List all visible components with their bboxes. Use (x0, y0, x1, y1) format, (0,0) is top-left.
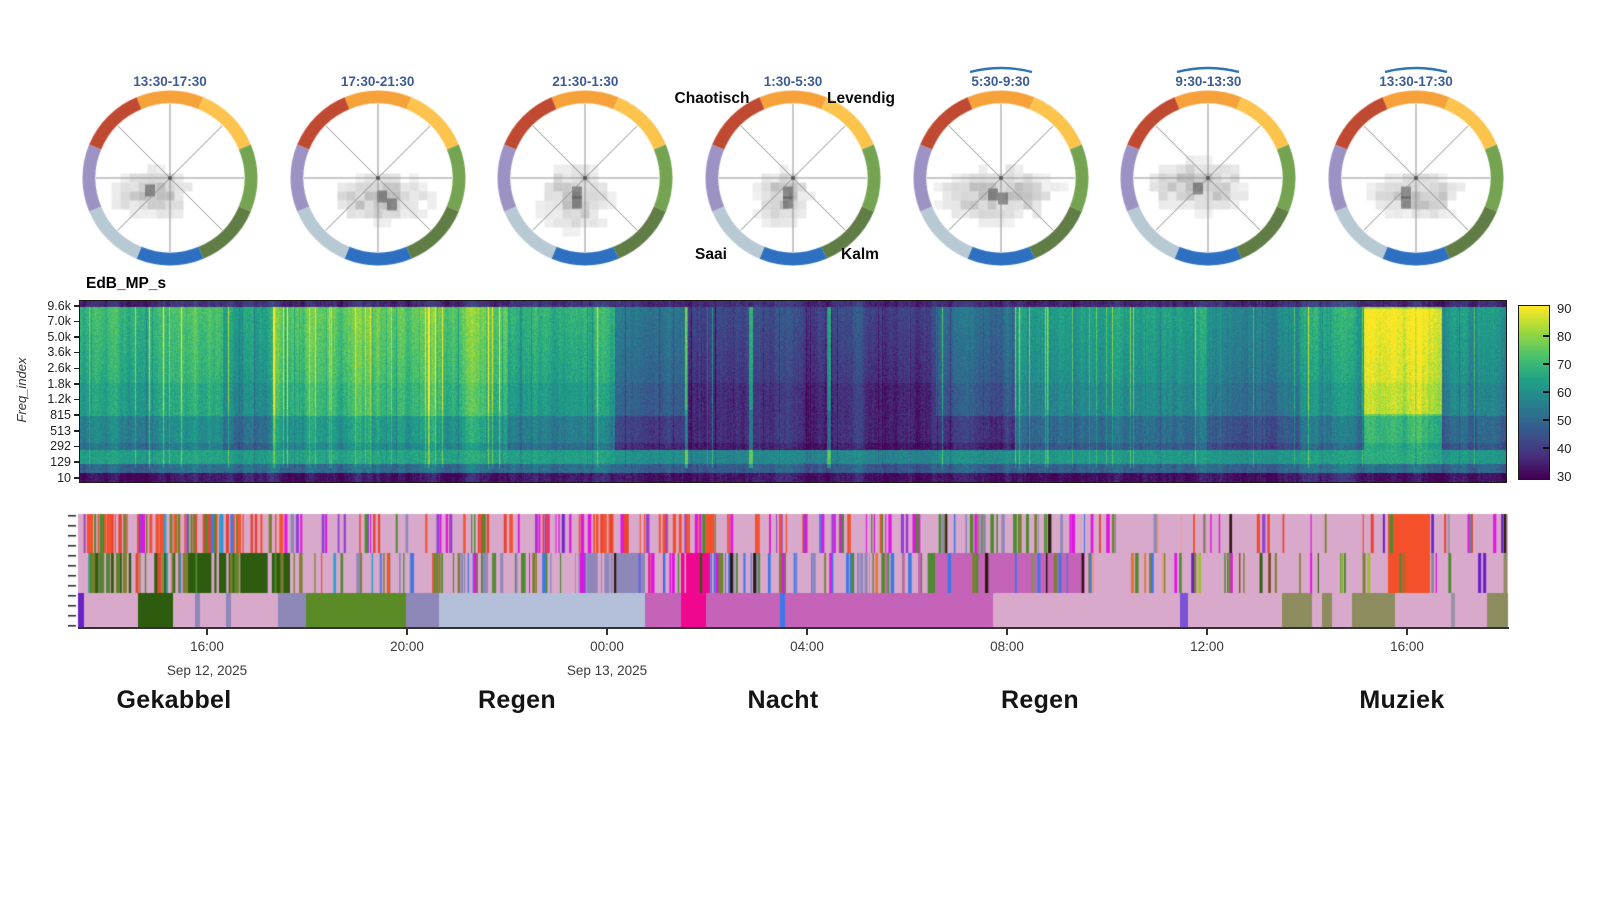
y-tick-label: 7.0k (47, 314, 71, 329)
y-tick-mark (74, 367, 79, 370)
colorbar-tick-label: 50 (1557, 412, 1572, 428)
phase-label-regen: Regen (478, 686, 556, 714)
spectrogram-heatmap (79, 300, 1507, 483)
phase-label-nacht: Nacht (747, 686, 819, 714)
colorbar-tick-mark (1543, 363, 1549, 365)
x-tick-label: 20:00 (390, 639, 424, 654)
x-tick-label: 16:00 (190, 639, 224, 654)
y-tick-label: 3.6k (47, 345, 71, 360)
circumplex-circle-2: 17:30-21:30 (289, 62, 466, 274)
x-tick-label: 04:00 (790, 639, 824, 654)
phase-label-gekabbel: Gekabbel (116, 686, 232, 714)
x-tick-label: 16:00 (1390, 639, 1424, 654)
y-tick-label: 5.0k (47, 329, 71, 344)
circle-time-window-title: 5:30-9:30 (971, 74, 1030, 89)
phase-label-regen: Regen (1001, 686, 1079, 714)
circumplex-circle-7: 13:30-17:30 (1328, 62, 1505, 274)
circumplex-polar-histogram (1328, 90, 1505, 266)
colorbar-tick-label: 80 (1557, 328, 1572, 344)
y-tick-mark (74, 430, 79, 432)
x-tick-label: 08:00 (990, 639, 1024, 654)
circumplex-polar-histogram (497, 90, 674, 266)
next-day-arc-icon (1384, 66, 1448, 73)
y-tick-label: 815 (50, 407, 71, 422)
y-tick-label: 513 (50, 423, 71, 438)
y-tick-mark (74, 398, 79, 401)
date-label: Sep 13, 2025 (566, 663, 648, 678)
circumplex-axis-label-saai: Saai (695, 246, 727, 263)
colorbar-tick-label: 30 (1557, 468, 1572, 484)
circumplex-polar-histogram (82, 90, 258, 266)
circle-time-window-title: 1:30-5:30 (763, 74, 823, 89)
spectrogram-title: EdB_MP_s (86, 275, 167, 292)
x-tick-mark (1006, 628, 1008, 635)
phase-label-muziek: Muziek (1359, 686, 1445, 714)
circumplex-circle-4: 1:30-5:30 (705, 62, 881, 274)
x-tick-mark (1206, 628, 1208, 635)
y-tick-mark (74, 477, 79, 479)
x-tick-mark (606, 628, 608, 635)
y-tick-label: 2.6k (47, 361, 71, 376)
y-tick-label: 10 (57, 470, 71, 485)
circumplex-circle-3: 21:30-1:30 (497, 62, 674, 274)
y-tick-mark (74, 445, 79, 448)
y-tick-label: 129 (50, 454, 71, 469)
x-tick-label: 00:00 (590, 639, 624, 654)
circumplex-axis-label-kalm: Kalm (841, 246, 879, 263)
x-tick-mark (206, 628, 208, 635)
next-day-arc-icon (969, 66, 1032, 73)
y-tick-label: 1.8k (47, 376, 71, 391)
colorbar-tick-label: 70 (1557, 356, 1572, 372)
circumplex-circle-1: 13:30-17:30 (82, 62, 258, 274)
category-timeline-strip (68, 513, 1513, 627)
colorbar-tick-mark (1543, 335, 1549, 337)
circumplex-polar-histogram (912, 90, 1089, 266)
y-tick-label: 9.6k (47, 298, 71, 313)
y-tick-mark (74, 351, 79, 354)
circumplex-circle-6: 9:30-13:30 (1120, 62, 1297, 274)
circle-time-window-title: 9:30-13:30 (1175, 74, 1242, 89)
y-tick-mark (74, 461, 79, 463)
colorbar-tick-mark (1543, 447, 1549, 449)
colorbar-tick-label: 40 (1557, 440, 1572, 456)
circle-time-window-title: 13:30-17:30 (133, 74, 207, 89)
circle-time-window-title: 13:30-17:30 (1379, 74, 1453, 89)
next-day-arc-icon (1177, 66, 1240, 73)
colorbar-tick-mark (1543, 419, 1549, 421)
y-tick-mark (74, 336, 79, 338)
y-tick-mark (74, 320, 79, 323)
date-label: Sep 12, 2025 (166, 663, 248, 678)
y-tick-label: 292 (50, 439, 71, 454)
time-axis-line (78, 627, 1509, 629)
colorbar-tick-label: 90 (1557, 300, 1572, 316)
circumplex-polar-histogram (289, 90, 466, 266)
y-tick-mark (74, 414, 79, 416)
colorbar (1518, 305, 1550, 480)
circle-time-window-title: 17:30-21:30 (340, 74, 415, 89)
x-tick-label: 12:00 (1190, 639, 1224, 654)
circle-time-window-title: 21:30-1:30 (552, 74, 619, 89)
y-tick-label: 1.2k (47, 392, 71, 407)
circumplex-axis-label-levendig: Levendig (826, 90, 896, 107)
y-tick-mark (74, 305, 79, 307)
circumplex-axis-label-chaotisch: Chaotisch (674, 90, 750, 107)
circumplex-circle-5: 5:30-9:30 (912, 62, 1089, 274)
x-tick-mark (406, 628, 408, 635)
x-tick-mark (806, 628, 808, 635)
colorbar-tick-label: 60 (1557, 384, 1572, 400)
y-tick-mark (74, 383, 79, 385)
circumplex-polar-histogram (705, 90, 881, 266)
colorbar-tick-mark (1543, 391, 1549, 393)
x-tick-mark (1406, 628, 1408, 635)
circumplex-polar-histogram (1120, 90, 1297, 266)
